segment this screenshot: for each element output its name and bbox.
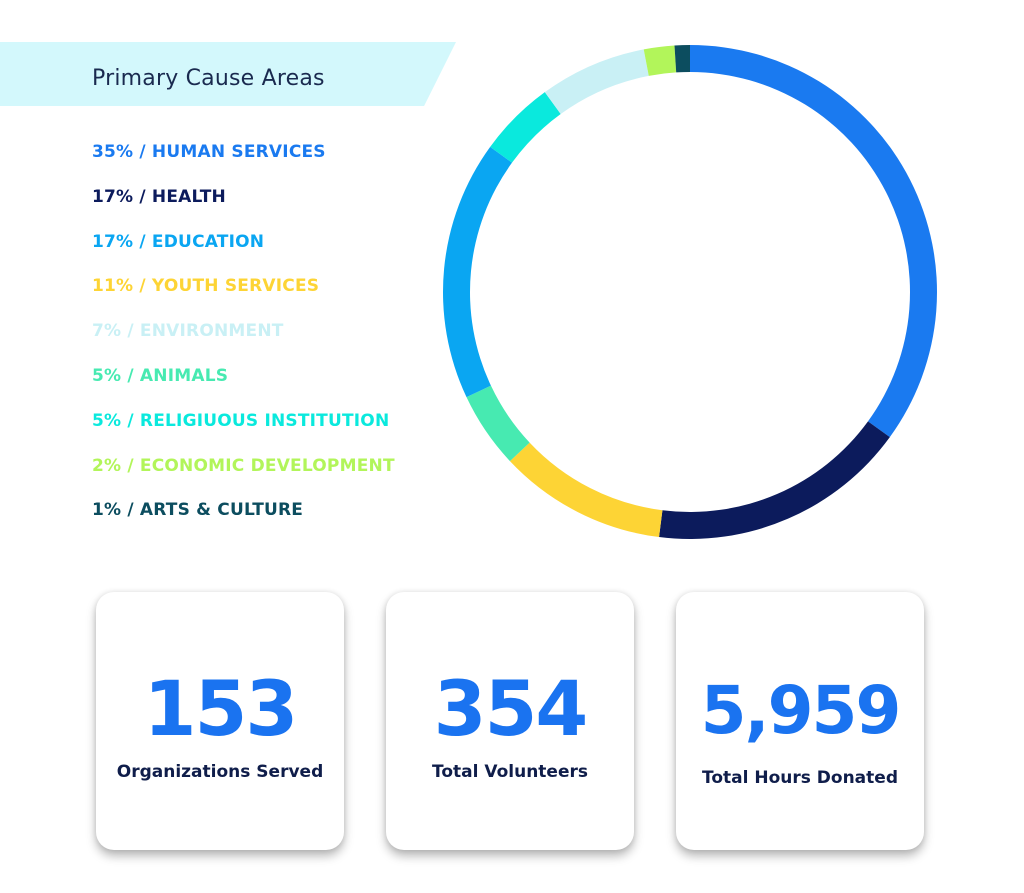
legend-item-arts-culture: 1% / ARTS & CULTURE [92, 500, 304, 521]
legend-item-religious-institution: 5% / RELIGIUOUS INSTITUTION [92, 410, 390, 431]
donut-slice-human-services [690, 45, 937, 438]
stat-card-organizations: 153 Organizations Served [96, 592, 344, 850]
donut-chart [443, 45, 937, 539]
stat-label-hours: Total Hours Donated [702, 768, 898, 788]
stat-value-organizations: 153 [143, 664, 299, 753]
donut-slice-health [659, 421, 890, 539]
legend-item-environment: 7% / ENVIRONMENT [92, 321, 284, 342]
stat-value-volunteers: 354 [433, 664, 589, 753]
legend-item-economic-development: 2% / ECONOMIC DEVELOPMENT [92, 455, 395, 476]
legend-item-education: 17% / EDUCATION [92, 231, 265, 252]
legend-item-health: 17% / HEALTH [92, 186, 226, 207]
donut-slice-arts-culture [674, 45, 690, 73]
legend: 35% / HUMAN SERVICES 17% / HEALTH 17% / … [92, 140, 395, 543]
donut-slice-environment [544, 49, 649, 115]
legend-item-human-services: 35% / HUMAN SERVICES [92, 142, 326, 162]
stat-label-volunteers: Total Volunteers [432, 762, 588, 782]
stat-card-volunteers: 354 Total Volunteers [386, 592, 634, 850]
title-banner [0, 42, 456, 106]
donut-slice-economic-development [643, 45, 677, 76]
donut-slice-youth-services [509, 442, 663, 538]
donut-slice-animals [466, 385, 530, 462]
donut-slice-education [443, 146, 513, 398]
legend-item-animals: 5% / ANIMALS [92, 365, 229, 386]
stat-value-hours: 5,959 [700, 672, 902, 749]
legend-item-youth-services: 11% / YOUTH SERVICES [92, 276, 320, 297]
chart-title: Primary Cause Areas [92, 66, 325, 91]
stat-card-hours: 5,959 Total Hours Donated [676, 592, 924, 850]
stat-label-organizations: Organizations Served [116, 762, 324, 782]
donut-slice-religiuous-institution [490, 92, 561, 163]
